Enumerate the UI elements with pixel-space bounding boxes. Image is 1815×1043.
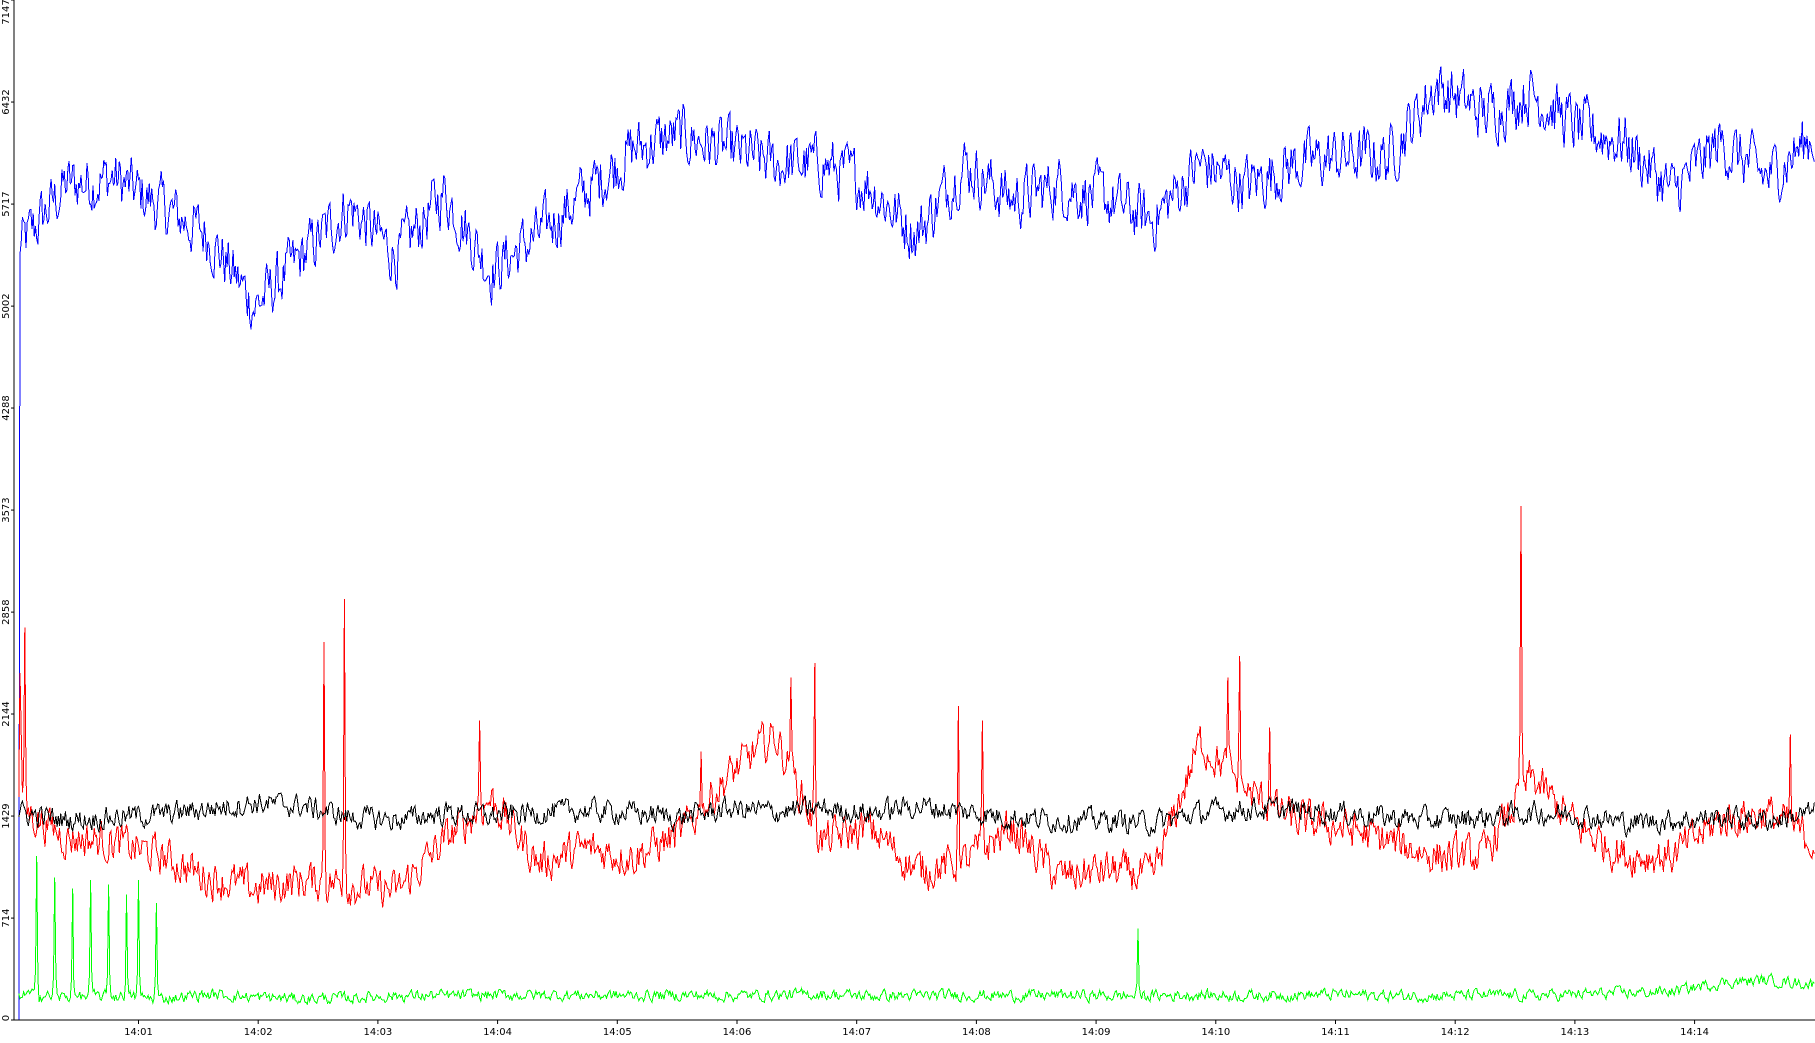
series-line-3 [18, 792, 1815, 838]
y-tick-label: 1429 [1, 803, 12, 828]
x-tick-label: 14:13 [1560, 1027, 1589, 1038]
x-tick-label: 14:04 [483, 1027, 512, 1038]
y-axis-ticks: 0 714 1429 2144 2858 3573 4288 5002 5717 6432 7147 [1, 0, 14, 1021]
x-tick-label: 14:14 [1680, 1027, 1709, 1038]
x-tick-label: 14:06 [723, 1027, 752, 1038]
x-tick-label: 14:11 [1321, 1027, 1350, 1038]
x-tick-label: 14:10 [1201, 1027, 1230, 1038]
series-line-2 [18, 506, 1815, 908]
y-tick-label: 6432 [1, 89, 12, 114]
y-tick-label: 4288 [1, 395, 12, 420]
x-tick-label: 14:01 [124, 1027, 153, 1038]
y-tick-label: 714 [1, 909, 12, 928]
x-tick-label: 14:07 [842, 1027, 871, 1038]
x-axis-ticks: 14:01 14:02 14:03 14:04 14:05 14:06 14:07 14:08… [124, 1020, 1709, 1038]
x-tick-label: 14:08 [962, 1027, 991, 1038]
y-tick-label: 2858 [1, 599, 12, 624]
x-tick-label: 14:03 [363, 1027, 392, 1038]
series-line-1 [18, 66, 1815, 1021]
x-tick-label: 14:09 [1082, 1027, 1111, 1038]
series-layer [18, 66, 1815, 1021]
y-tick-label: 0 [1, 1015, 12, 1021]
x-tick-label: 14:05 [603, 1027, 632, 1038]
y-tick-label: 5717 [1, 191, 12, 216]
y-tick-label: 3573 [1, 497, 12, 522]
series-line-4 [18, 855, 1815, 1006]
y-tick-label: 2144 [1, 701, 12, 726]
x-tick-label: 14:02 [244, 1027, 273, 1038]
x-tick-label: 14:12 [1441, 1027, 1470, 1038]
y-tick-label: 7147 [1, 0, 12, 25]
y-tick-label: 5002 [1, 293, 12, 318]
